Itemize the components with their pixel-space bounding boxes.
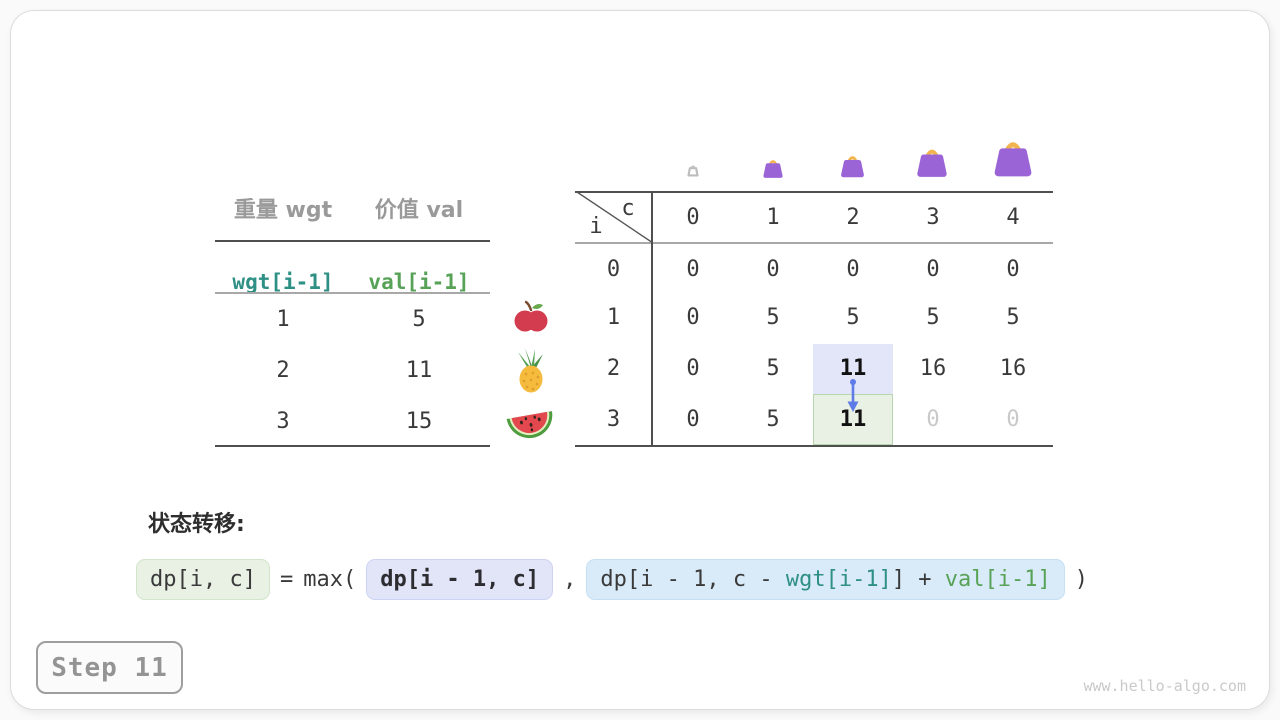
dp-cell-r2-c2: 11 bbox=[839, 356, 867, 381]
dp-col-header-4: 4 bbox=[1006, 205, 1020, 230]
item-3-weight: 3 bbox=[276, 409, 290, 434]
dp-cell-r1-c1: 5 bbox=[766, 305, 780, 330]
formula-comma: , bbox=[563, 566, 577, 592]
dp-corner-col-var: c bbox=[621, 196, 635, 221]
pineapple-icon bbox=[518, 348, 543, 393]
dp-row-header-0: 0 bbox=[606, 257, 621, 282]
dp-row-header-3: 3 bbox=[606, 407, 621, 432]
dp-cell-r2-c3: 16 bbox=[919, 356, 947, 381]
dp-table-top-rule bbox=[575, 191, 1053, 193]
dp-cell-r1-c4: 5 bbox=[1006, 305, 1020, 330]
dp-cell-r0-c0: 0 bbox=[686, 257, 700, 282]
dp-cell-r2-c0: 0 bbox=[686, 356, 700, 381]
watermelon-icon bbox=[506, 411, 553, 438]
formula-arg2-val: val[i-1] bbox=[944, 566, 1051, 592]
item-3-value: 15 bbox=[405, 409, 433, 434]
item-2-weight: 2 bbox=[276, 358, 290, 383]
items-table-mid-rule bbox=[215, 292, 490, 294]
item-1-weight: 1 bbox=[276, 307, 290, 332]
transition-formula: dp[i, c] = max( dp[i - 1, c] , dp[i - 1,… bbox=[136, 557, 1088, 601]
dp-cell-r0-c4: 0 bbox=[1006, 257, 1020, 282]
dp-col-header-3: 3 bbox=[926, 205, 940, 230]
dp-cell-r3-c4: 0 bbox=[1006, 407, 1020, 432]
dp-cell-r0-c2: 0 bbox=[846, 257, 860, 282]
bag-capacity-3-icon bbox=[917, 149, 947, 177]
formula-arg2-prefix: dp[i - 1, c - bbox=[600, 566, 786, 592]
formula-arg2-wgt: wgt[i-1] bbox=[785, 566, 892, 592]
dp-cell-r2-c1: 5 bbox=[766, 356, 780, 381]
dp-cell-r1-c2: 5 bbox=[846, 305, 860, 330]
items-var-val: val[i-1] bbox=[368, 270, 470, 294]
bag-empty-icon bbox=[687, 165, 699, 177]
dp-cell-r2-c4: 16 bbox=[999, 356, 1027, 381]
formula-arg2-mid: ] + bbox=[891, 566, 945, 592]
dp-col-header-2: 2 bbox=[846, 205, 860, 230]
items-var-wgt: wgt[i-1] bbox=[232, 270, 334, 294]
bag-capacity-2-icon bbox=[841, 156, 864, 178]
items-table-top-rule bbox=[215, 240, 490, 242]
dp-corner-diagonal bbox=[577, 192, 653, 243]
dp-row-header-1: 1 bbox=[606, 305, 621, 330]
dp-cell-r3-c0: 0 bbox=[686, 407, 700, 432]
formula-close-paren: ) bbox=[1074, 566, 1089, 592]
dp-table-bottom-rule bbox=[575, 445, 1053, 447]
dp-cell-r1-c3: 5 bbox=[926, 305, 940, 330]
formula-equals: = bbox=[279, 566, 294, 592]
dp-cell-r3-c1: 5 bbox=[766, 407, 780, 432]
dp-corner-row-var: i bbox=[589, 214, 603, 239]
item-1-value: 5 bbox=[412, 307, 426, 332]
dp-table-vertical-rule bbox=[651, 191, 653, 447]
formula-lhs-box: dp[i, c] bbox=[136, 558, 270, 600]
bag-capacity-4-icon bbox=[994, 142, 1032, 177]
formula-arg1-box: dp[i - 1, c] bbox=[366, 558, 554, 600]
formula-arg2-box: dp[i - 1, c - wgt[i-1]] + val[i-1] bbox=[586, 558, 1065, 600]
dp-col-header-1: 1 bbox=[766, 205, 780, 230]
dp-cell-r0-c3: 0 bbox=[926, 257, 940, 282]
dp-row-header-2: 2 bbox=[606, 356, 621, 381]
bag-capacity-1-icon bbox=[763, 160, 783, 178]
dp-col-header-0: 0 bbox=[686, 205, 700, 230]
transition-arrow-icon bbox=[847, 379, 859, 412]
items-table-bottom-rule bbox=[215, 445, 490, 447]
apple-icon bbox=[514, 300, 548, 332]
items-col-value-header: 价值 val bbox=[374, 198, 464, 223]
dp-cell-r0-c1: 0 bbox=[766, 257, 780, 282]
transition-label: 状态转移: bbox=[148, 512, 245, 537]
dp-cell-r3-c3: 0 bbox=[926, 407, 940, 432]
step-badge-label: Step 11 bbox=[51, 652, 168, 683]
dp-table-header-rule bbox=[575, 242, 1053, 244]
item-2-value: 11 bbox=[405, 358, 433, 383]
watermark: www.hello-algo.com bbox=[1083, 677, 1246, 695]
dp-cell-r1-c0: 0 bbox=[686, 305, 700, 330]
items-col-weight-header: 重量 wgt bbox=[233, 198, 333, 223]
step-badge: Step 11 bbox=[36, 641, 183, 694]
formula-max-open: max( bbox=[303, 566, 357, 592]
